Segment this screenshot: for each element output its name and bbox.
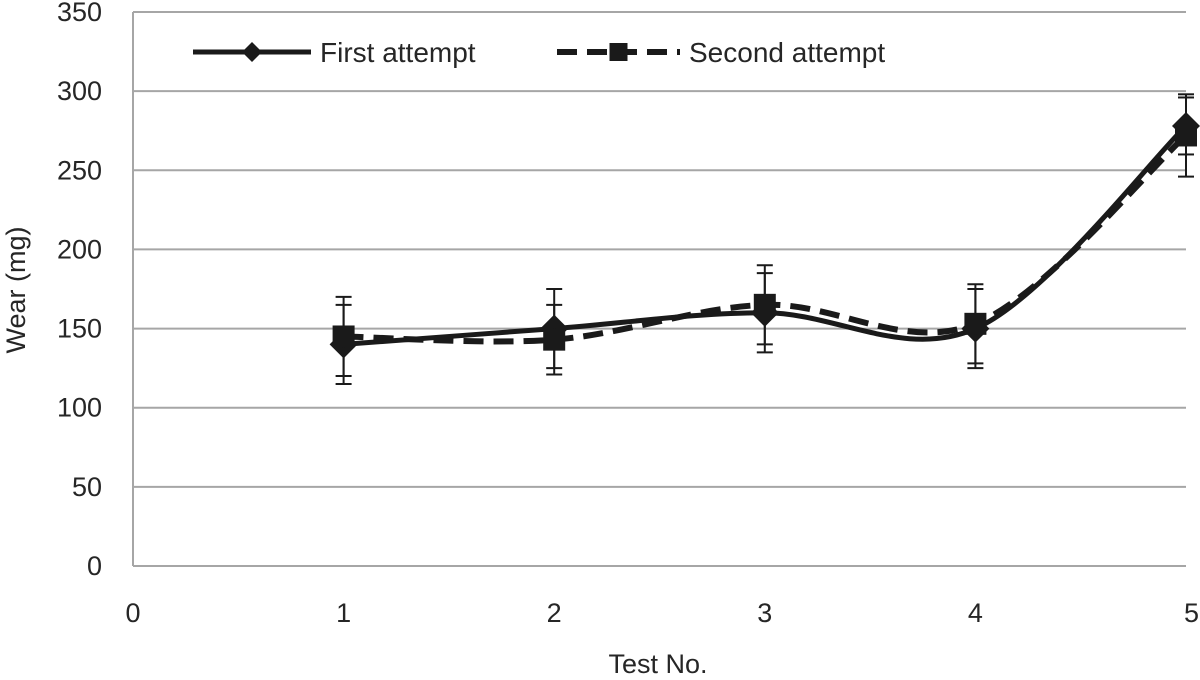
y-axis-ticks: 0 50 100 150 200 250 300 350 [57, 0, 102, 581]
legend-marker-1 [242, 42, 262, 62]
x-axis-ticks: 0 1 2 3 4 5 [125, 598, 1199, 628]
x-axis-title: Test No. [608, 649, 707, 679]
data-point-s2-p2 [543, 328, 566, 351]
gridlines [133, 11, 1186, 488]
legend-item-2: Second attempt [557, 37, 885, 68]
data-point-s2-p3 [753, 293, 776, 316]
series-layer [329, 93, 1200, 385]
y-tick-label-100: 100 [57, 393, 102, 423]
legend-label-2: Second attempt [689, 37, 885, 68]
x-tick-label-5: 5 [1184, 598, 1199, 628]
series-2 [332, 93, 1197, 378]
y-tick-label-150: 150 [57, 314, 102, 344]
x-tick-label-3: 3 [757, 598, 772, 628]
plot-frame [132, 12, 1186, 567]
legend-label-1: First attempt [320, 37, 476, 68]
legend-item-1: First attempt [193, 37, 476, 68]
y-tick-label-0: 0 [87, 551, 102, 581]
y-tick-label-50: 50 [72, 472, 102, 502]
data-point-s2-p5 [1175, 124, 1197, 147]
y-tick-label-200: 200 [57, 234, 102, 264]
x-tick-label-4: 4 [968, 598, 983, 628]
legend-marker-2 [609, 43, 628, 61]
x-tick-label-0: 0 [125, 598, 140, 628]
x-tick-label-1: 1 [336, 598, 351, 628]
y-axis-title: Wear (mg) [1, 226, 31, 353]
y-tick-label-350: 350 [57, 0, 102, 27]
y-tick-label-300: 300 [57, 76, 102, 106]
y-tick-label-250: 250 [57, 155, 102, 185]
data-point-s2-p1 [332, 325, 355, 348]
x-tick-label-2: 2 [547, 598, 562, 628]
legend: First attempt Second attempt [180, 24, 950, 82]
data-point-s2-p4 [964, 312, 987, 335]
series-line-2 [343, 133, 1189, 345]
